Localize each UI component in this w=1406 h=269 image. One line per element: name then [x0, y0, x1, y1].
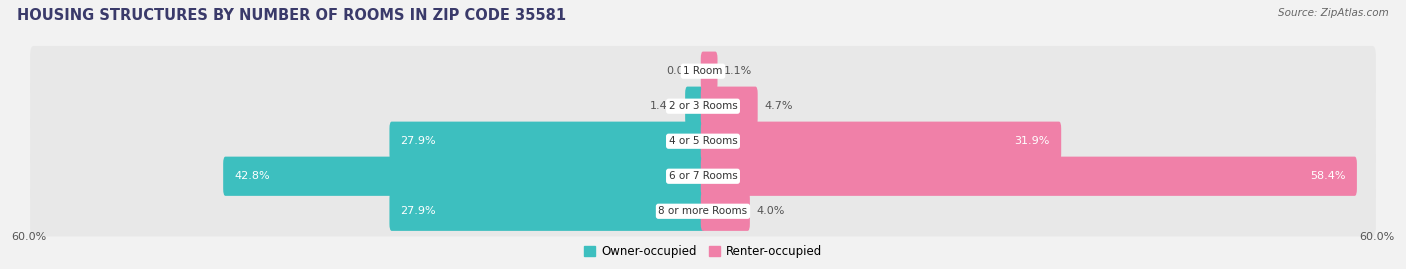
- Text: 4.0%: 4.0%: [756, 206, 785, 216]
- FancyBboxPatch shape: [30, 116, 1376, 167]
- FancyBboxPatch shape: [30, 186, 1376, 236]
- Text: 0.0%: 0.0%: [666, 66, 695, 76]
- FancyBboxPatch shape: [30, 151, 1376, 201]
- Text: 8 or more Rooms: 8 or more Rooms: [658, 206, 748, 216]
- Text: 1.1%: 1.1%: [724, 66, 752, 76]
- Text: 31.9%: 31.9%: [1015, 136, 1050, 146]
- FancyBboxPatch shape: [30, 46, 1376, 96]
- FancyBboxPatch shape: [700, 87, 758, 126]
- Text: 60.0%: 60.0%: [1360, 232, 1395, 242]
- FancyBboxPatch shape: [224, 157, 706, 196]
- Legend: Owner-occupied, Renter-occupied: Owner-occupied, Renter-occupied: [579, 241, 827, 263]
- FancyBboxPatch shape: [700, 192, 749, 231]
- FancyBboxPatch shape: [700, 52, 717, 91]
- Text: 42.8%: 42.8%: [235, 171, 270, 181]
- Text: 4.7%: 4.7%: [765, 101, 793, 111]
- FancyBboxPatch shape: [685, 87, 706, 126]
- Text: 58.4%: 58.4%: [1310, 171, 1346, 181]
- FancyBboxPatch shape: [389, 192, 706, 231]
- Text: 1 Room: 1 Room: [683, 66, 723, 76]
- FancyBboxPatch shape: [700, 157, 1357, 196]
- Text: 1.4%: 1.4%: [650, 101, 679, 111]
- Text: 6 or 7 Rooms: 6 or 7 Rooms: [669, 171, 737, 181]
- Text: 27.9%: 27.9%: [401, 136, 436, 146]
- Text: 27.9%: 27.9%: [401, 206, 436, 216]
- Text: HOUSING STRUCTURES BY NUMBER OF ROOMS IN ZIP CODE 35581: HOUSING STRUCTURES BY NUMBER OF ROOMS IN…: [17, 8, 567, 23]
- FancyBboxPatch shape: [700, 122, 1062, 161]
- Text: 60.0%: 60.0%: [11, 232, 46, 242]
- Text: 2 or 3 Rooms: 2 or 3 Rooms: [669, 101, 737, 111]
- FancyBboxPatch shape: [389, 122, 706, 161]
- FancyBboxPatch shape: [30, 81, 1376, 132]
- Text: Source: ZipAtlas.com: Source: ZipAtlas.com: [1278, 8, 1389, 18]
- Text: 4 or 5 Rooms: 4 or 5 Rooms: [669, 136, 737, 146]
